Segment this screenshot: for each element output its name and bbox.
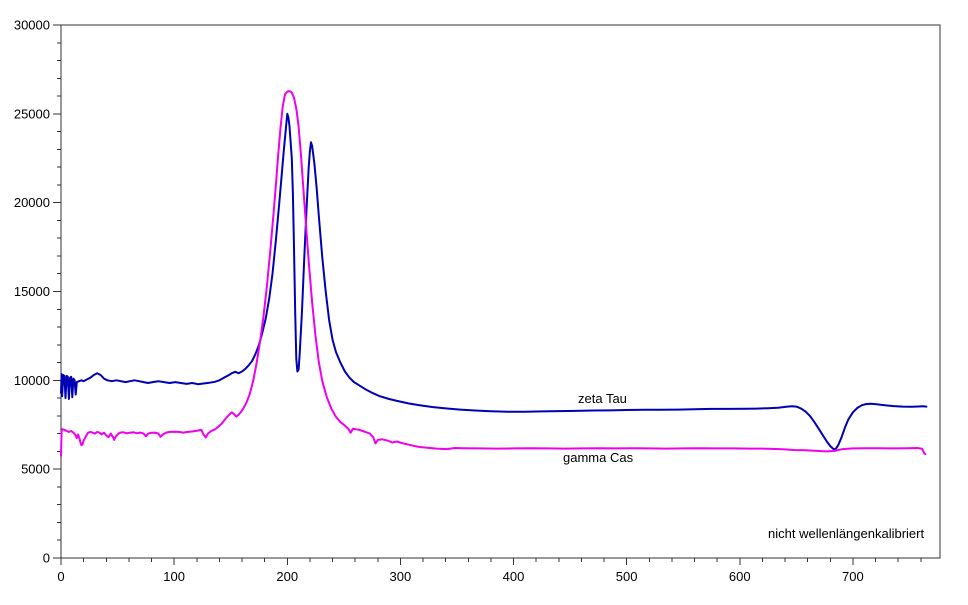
series-label-zeta-tau: zeta Tau <box>578 391 627 406</box>
x-axis-tick-label: 600 <box>729 569 751 584</box>
y-axis-tick-label: 20000 <box>14 195 50 210</box>
x-axis-tick-label: 0 <box>57 569 64 584</box>
x-axis-tick-label: 200 <box>276 569 298 584</box>
y-axis-tick-label: 30000 <box>14 18 50 33</box>
x-axis-tick-label: 300 <box>390 569 412 584</box>
x-axis-tick-label: 100 <box>163 569 185 584</box>
series-line-zeta-tau <box>60 112 928 451</box>
plot-border <box>60 24 941 559</box>
series-label-gamma-cas: gamma Cas <box>563 450 634 465</box>
series-line-gamma-cas <box>60 90 927 457</box>
y-axis-tick-label: 15000 <box>14 284 50 299</box>
annotation-calibration-note: nicht wellenlängenkalibriert <box>768 526 924 541</box>
y-axis-tick-label: 25000 <box>14 106 50 121</box>
y-axis-tick-label: 5000 <box>21 462 50 477</box>
x-axis-tick-label: 400 <box>503 569 525 584</box>
x-axis-tick-label: 700 <box>842 569 864 584</box>
y-axis-tick-label: 0 <box>43 551 50 566</box>
x-axis-tick-label: 500 <box>616 569 638 584</box>
y-axis-tick-label: 10000 <box>14 373 50 388</box>
